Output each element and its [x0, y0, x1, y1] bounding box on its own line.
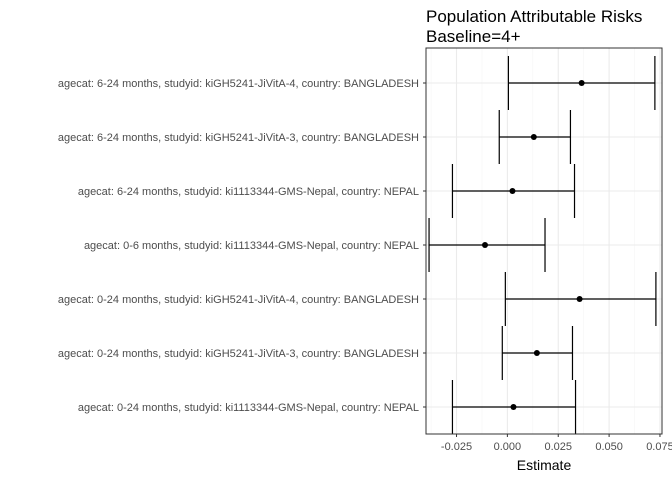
chart-title-line-1: Population Attributable Risks — [426, 7, 642, 26]
y-tick-labels: agecat: 6-24 months, studyid: kiGH5241-J… — [58, 78, 426, 414]
y-tick-label: agecat: 6-24 months, studyid: ki1113344-… — [78, 186, 419, 198]
point-estimate — [578, 80, 585, 86]
point-estimate — [510, 404, 517, 410]
y-tick-label: agecat: 6-24 months, studyid: kiGH5241-J… — [58, 132, 419, 144]
point-estimate — [530, 134, 537, 140]
x-tick-label: 0.075 — [646, 441, 672, 453]
grid — [426, 48, 662, 434]
y-tick-label: agecat: 0-24 months, studyid: kiGH5241-J… — [58, 348, 419, 360]
y-tick-label: agecat: 0-24 months, studyid: kiGH5241-J… — [58, 294, 419, 306]
y-tick-label: agecat: 6-24 months, studyid: kiGH5241-J… — [58, 78, 419, 90]
point-estimate — [533, 350, 540, 356]
y-tick-label: agecat: 0-24 months, studyid: ki1113344-… — [78, 402, 419, 414]
x-axis: -0.025 0.000 0.025 0.050 0.075 — [441, 434, 672, 453]
x-axis-title: Estimate — [517, 457, 572, 473]
point-estimate — [509, 188, 516, 194]
panel-border — [425, 47, 663, 435]
marks — [428, 56, 657, 434]
point-estimate — [482, 242, 488, 248]
y-tick-label: agecat: 0-6 months, studyid: ki1113344-G… — [84, 240, 419, 252]
x-tick-label: 0.025 — [544, 441, 572, 453]
x-tick-label: 0.050 — [595, 441, 623, 453]
x-tick-label: -0.025 — [441, 441, 472, 453]
point-estimate — [576, 296, 583, 302]
chart-title-line-2: Baseline=4+ — [426, 27, 521, 46]
x-tick-label: 0.000 — [494, 441, 522, 453]
